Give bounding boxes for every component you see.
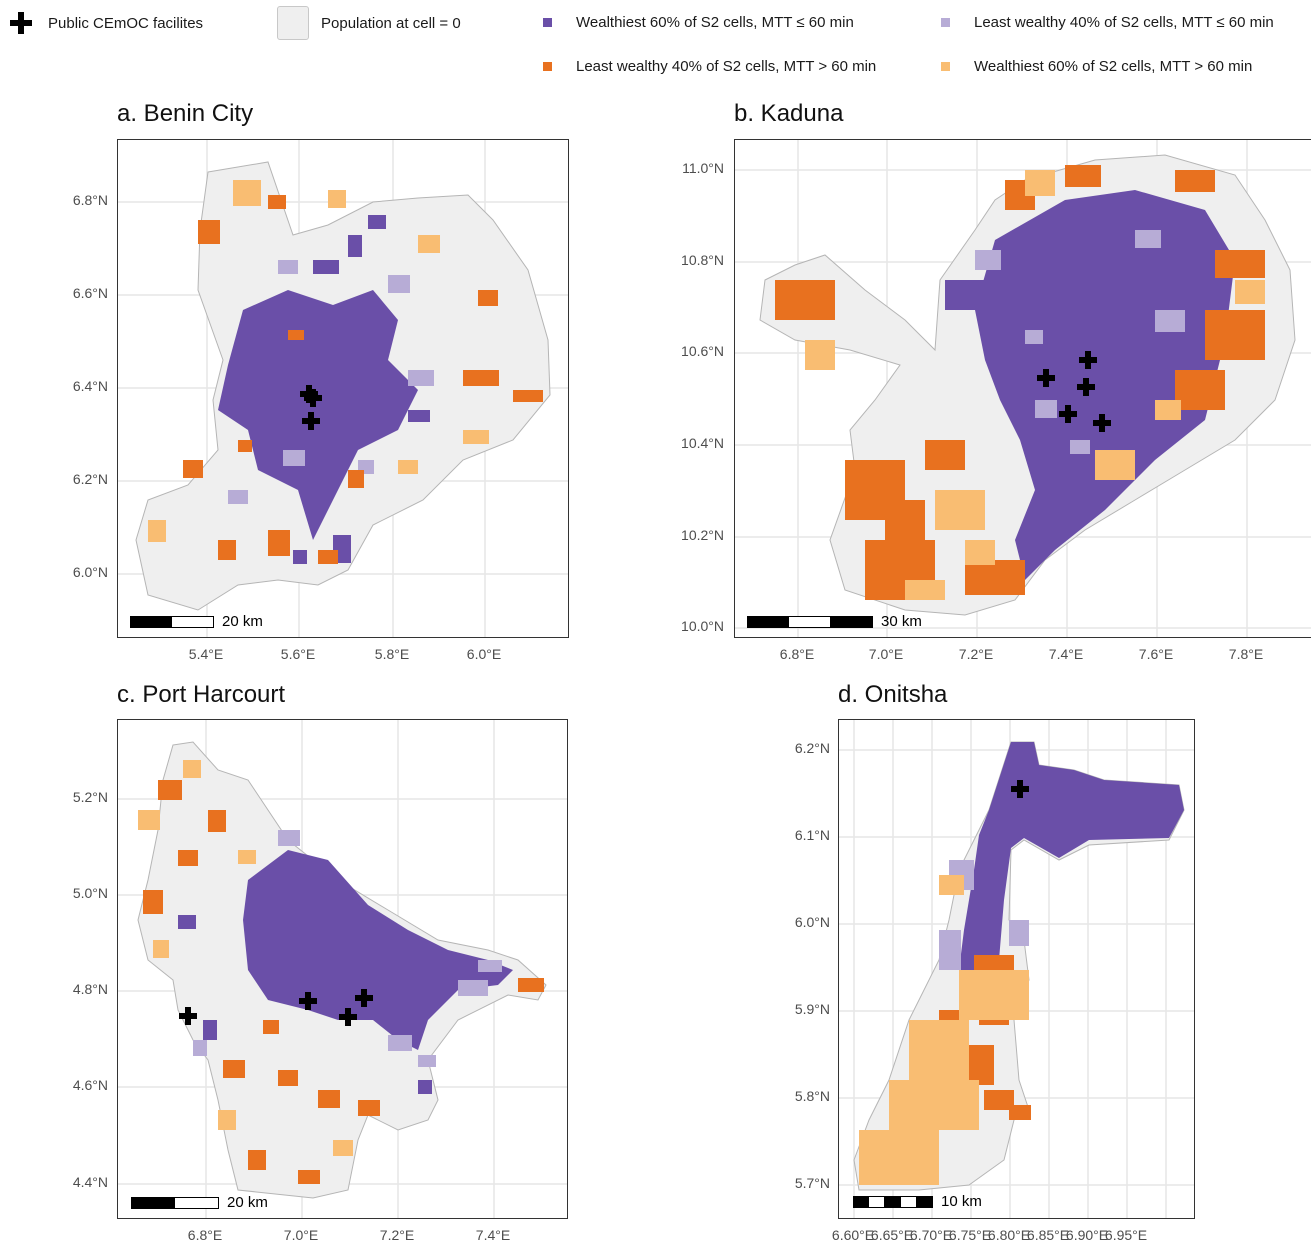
lon-tick: 6.8°E	[187, 1227, 223, 1243]
lon-tick: 6.80°E	[987, 1227, 1031, 1243]
lat-tick: 5.2°N	[72, 789, 108, 805]
legend-swatch	[543, 62, 552, 71]
lat-tick: 5.8°N	[794, 1088, 830, 1104]
scale-bar-label: 30 km	[881, 613, 922, 630]
lat-tick: 5.7°N	[794, 1175, 830, 1191]
lon-tick: 7.2°E	[379, 1227, 415, 1243]
lon-tick: 6.70°E	[909, 1227, 953, 1243]
panel-title-kaduna: b. Kaduna	[734, 100, 844, 127]
lat-tick: 6.0°N	[72, 564, 108, 580]
lon-tick: 6.60°E	[831, 1227, 875, 1243]
scale-bar-label: 20 km	[227, 1194, 268, 1211]
legend-item-wealth60-gt60: Wealthiest 60% of S2 cells, MTT > 60 min	[941, 58, 1252, 75]
map-legend: Public CEmOC facilites Population at cel…	[0, 0, 1311, 90]
lat-tick: 10.2°N	[681, 527, 724, 543]
lat-tick: 10.6°N	[681, 343, 724, 359]
lon-tick: 6.90°E	[1065, 1227, 1109, 1243]
legend-label: Least wealthy 40% of S2 cells, MTT ≤ 60 …	[974, 14, 1274, 31]
legend-item-least40-le60: Least wealthy 40% of S2 cells, MTT ≤ 60 …	[941, 14, 1274, 31]
lon-tick: 7.4°E	[475, 1227, 511, 1243]
lon-tick: 6.8°E	[779, 646, 815, 662]
lon-tick: 7.0°E	[868, 646, 904, 662]
lon-tick: 6.75°E	[948, 1227, 992, 1243]
lat-tick: 5.9°N	[794, 1001, 830, 1017]
legend-item-wealth60-le60: Wealthiest 60% of S2 cells, MTT ≤ 60 min	[543, 14, 854, 31]
scale-bar: 20 km	[130, 613, 263, 630]
legend-label: Wealthiest 60% of S2 cells, MTT > 60 min	[974, 58, 1253, 75]
lon-tick: 6.95°E	[1104, 1227, 1148, 1243]
lat-tick: 4.8°N	[72, 981, 108, 997]
lat-tick: 6.2°N	[794, 740, 830, 756]
legend-swatch	[277, 6, 309, 40]
scale-bar: 20 km	[131, 1194, 268, 1211]
map-canvas	[118, 140, 568, 637]
lat-tick: 10.4°N	[681, 435, 724, 451]
lon-tick: 7.8°E	[1228, 646, 1264, 662]
lon-tick: 5.8°E	[374, 646, 410, 662]
panel-title-port-harcourt: c. Port Harcourt	[117, 681, 286, 708]
lat-tick: 5.0°N	[72, 885, 108, 901]
lon-tick: 6.0°E	[466, 646, 502, 662]
map-onitsha: 10 km	[838, 719, 1195, 1219]
scale-bar-label: 10 km	[941, 1193, 982, 1210]
lon-tick: 7.0°E	[283, 1227, 319, 1243]
lat-tick: 4.6°N	[72, 1077, 108, 1093]
lon-tick: 7.2°E	[958, 646, 994, 662]
map-benin-city: 20 km	[117, 139, 569, 638]
lat-tick: 11.0°N	[682, 160, 724, 176]
lon-tick: 5.6°E	[280, 646, 316, 662]
lat-tick: 6.1°N	[794, 827, 830, 843]
map-canvas	[839, 720, 1194, 1218]
lon-tick: 7.4°E	[1048, 646, 1084, 662]
lat-tick: 6.8°N	[72, 192, 108, 208]
legend-swatch	[543, 18, 552, 27]
panel-title-benin: a. Benin City	[117, 100, 254, 127]
scale-bar: 10 km	[853, 1193, 982, 1210]
scale-bar-label: 20 km	[222, 613, 263, 630]
legend-item-facilities: Public CEmOC facilites	[10, 12, 203, 34]
lon-tick: 5.4°E	[188, 646, 224, 662]
legend-label: Wealthiest 60% of S2 cells, MTT ≤ 60 min	[576, 14, 854, 31]
legend-label: Least wealthy 40% of S2 cells, MTT > 60 …	[576, 58, 877, 75]
lat-tick: 6.2°N	[72, 471, 108, 487]
lat-tick: 10.0°N	[681, 618, 724, 634]
legend-swatch	[941, 18, 950, 27]
map-port-harcourt: 20 km	[117, 719, 568, 1219]
lat-tick: 6.0°N	[794, 914, 830, 930]
scale-bar: 30 km	[747, 613, 922, 630]
map-canvas	[735, 140, 1311, 637]
lat-tick: 6.4°N	[72, 378, 108, 394]
lon-tick: 6.65°E	[870, 1227, 914, 1243]
legend-item-pop-zero: Population at cell = 0	[277, 6, 461, 40]
panel-title-onitsha: d. Onitsha	[838, 681, 948, 708]
legend-label: Population at cell = 0	[321, 14, 461, 32]
map-kaduna: 30 km	[734, 139, 1311, 638]
lon-tick: 6.85°E	[1026, 1227, 1070, 1243]
legend-label: Public CEmOC facilites	[48, 14, 204, 32]
lat-tick: 6.6°N	[72, 285, 108, 301]
lat-tick: 4.4°N	[72, 1174, 108, 1190]
legend-swatch	[941, 62, 950, 71]
plus-icon	[10, 12, 32, 34]
lon-tick: 7.6°E	[1138, 646, 1174, 662]
lat-tick: 10.8°N	[681, 252, 724, 268]
map-canvas	[118, 720, 567, 1218]
legend-item-least40-gt60: Least wealthy 40% of S2 cells, MTT > 60 …	[543, 58, 876, 75]
